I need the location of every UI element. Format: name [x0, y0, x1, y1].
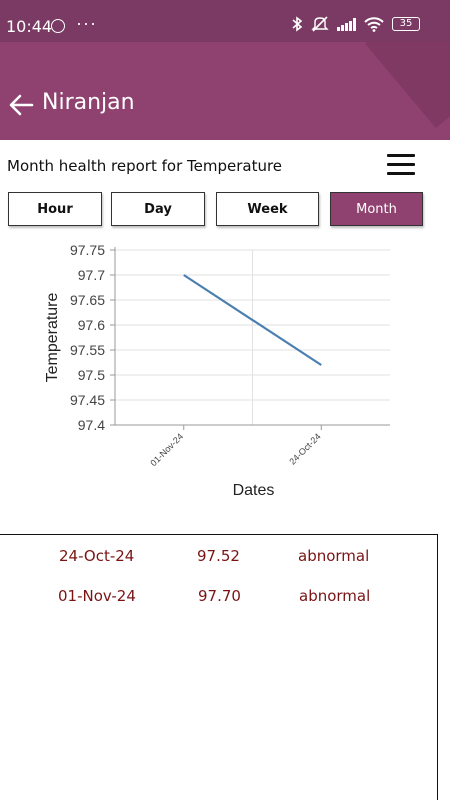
- table-row[interactable]: 24-Oct-24 97.52 abnormal: [0, 547, 438, 571]
- signal-icon: [337, 17, 356, 31]
- battery-icon: 35: [392, 17, 420, 31]
- whatsapp-icon: [51, 19, 65, 33]
- tab-month[interactable]: Month: [330, 192, 423, 226]
- x-tick-label: 01-Nov-24: [148, 431, 185, 468]
- back-arrow-icon[interactable]: [8, 93, 34, 117]
- status-icons: 35: [291, 16, 420, 32]
- readings-table: 24-Oct-24 97.52 abnormal 01-Nov-24 97.70…: [0, 534, 438, 800]
- more-notifications-icon: ···: [76, 13, 97, 33]
- y-tick-label: 97.65: [70, 292, 105, 308]
- temperature-chart: 97.75 97.7 97.65 97.6 97.55 97.5 97.45 97.4 01-…: [44, 242, 390, 499]
- app-bar: Niranjan: [0, 42, 450, 140]
- hamburger-menu-icon[interactable]: [387, 152, 417, 178]
- status-time: 10:44: [6, 17, 53, 36]
- app-bar-title: Niranjan: [42, 90, 135, 115]
- reading-value: 97.70: [198, 587, 241, 605]
- y-axis-ticks: 97.75 97.7 97.65 97.6 97.55 97.5 97.45 97.4: [70, 242, 115, 433]
- y-tick-label: 97.75: [70, 242, 105, 258]
- y-tick-label: 97.5: [78, 367, 105, 383]
- y-axis-label: Temperature: [44, 292, 61, 382]
- mute-icon: [311, 16, 329, 32]
- report-title: Month health report for Temperature: [7, 157, 283, 175]
- series-line: [183, 274, 322, 366]
- status-bar: 10:44 ··· 35: [0, 0, 450, 42]
- tab-hour[interactable]: Hour: [8, 192, 102, 226]
- reading-status: abnormal: [298, 547, 370, 565]
- app-bar-decoration: [365, 42, 450, 129]
- reading-date: 01-Nov-24: [58, 587, 136, 605]
- chart-grid: [115, 249, 390, 426]
- tab-day[interactable]: Day: [111, 192, 205, 226]
- reading-status: abnormal: [299, 587, 371, 605]
- period-tabs: Hour Day Week Month: [0, 192, 450, 228]
- x-axis-ticks: 01-Nov-24 24-Oct-24: [148, 425, 323, 468]
- y-tick-label: 97.55: [70, 342, 105, 358]
- x-tick-label: 24-Oct-24: [287, 431, 322, 466]
- reading-date: 24-Oct-24: [59, 547, 135, 565]
- table-row[interactable]: 01-Nov-24 97.70 abnormal: [0, 587, 438, 611]
- tab-week[interactable]: Week: [216, 192, 319, 226]
- x-axis-label: Dates: [233, 482, 275, 499]
- bluetooth-icon: [292, 16, 303, 32]
- y-tick-label: 97.6: [78, 317, 105, 333]
- y-tick-label: 97.45: [70, 392, 105, 408]
- y-tick-label: 97.4: [78, 417, 105, 433]
- y-tick-label: 97.7: [78, 267, 105, 283]
- wifi-icon: [364, 16, 384, 32]
- reading-value: 97.52: [197, 547, 240, 565]
